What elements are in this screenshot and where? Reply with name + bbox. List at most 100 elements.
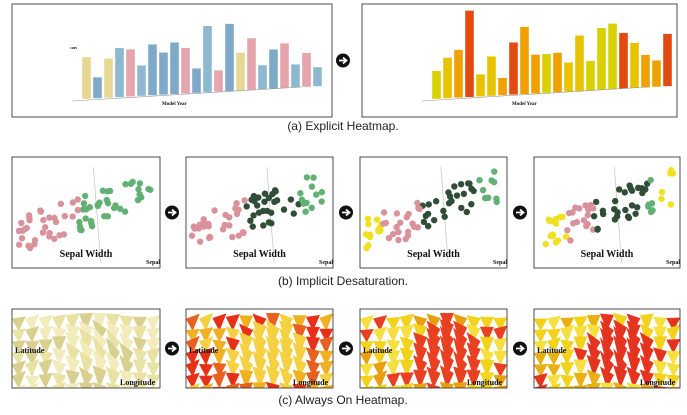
terrain-illustration xyxy=(454,383,467,400)
point-illustration xyxy=(281,206,287,212)
caption: (a) Explicit Heatmap. xyxy=(287,119,398,133)
point-illustration xyxy=(394,210,400,216)
point-illustration xyxy=(659,189,665,195)
point-illustration xyxy=(458,181,464,187)
point-illustration xyxy=(137,180,143,186)
terrain-illustration xyxy=(79,383,92,400)
terrain-illustration xyxy=(213,387,226,399)
point-illustration xyxy=(363,245,369,251)
bar-illustration xyxy=(597,28,606,90)
bar-illustration xyxy=(542,54,551,93)
point-illustration xyxy=(405,232,411,238)
point-illustration xyxy=(365,216,371,222)
terrain-illustration xyxy=(160,376,173,388)
point-illustration xyxy=(313,191,319,197)
point-illustration xyxy=(431,217,437,223)
point-illustration xyxy=(564,227,570,233)
axis-label: Longitude xyxy=(120,378,156,387)
bar-illustration xyxy=(465,10,474,97)
bar-illustration xyxy=(214,70,223,92)
point-illustration xyxy=(415,205,421,211)
terrain-illustration xyxy=(239,383,252,400)
point-illustration xyxy=(247,217,253,223)
point-illustration xyxy=(207,234,213,240)
panel: carsModel Year xyxy=(12,4,332,117)
point-illustration xyxy=(668,201,674,207)
bar-illustration xyxy=(225,24,234,92)
bar-illustration xyxy=(148,44,157,95)
terrain-illustration xyxy=(507,327,520,342)
point-illustration xyxy=(493,199,499,205)
point-illustration xyxy=(260,222,266,228)
point-illustration xyxy=(25,243,31,249)
point-illustration xyxy=(236,232,242,238)
point-illustration xyxy=(37,207,43,213)
bar-illustration xyxy=(159,52,168,94)
point-illustration xyxy=(647,177,653,183)
terrain-illustration xyxy=(226,383,239,399)
point-illustration xyxy=(426,201,432,207)
axis-label: Model Year xyxy=(512,102,537,107)
point-illustration xyxy=(82,193,88,199)
axis-label: Latitude xyxy=(189,346,219,355)
point-illustration xyxy=(101,213,107,219)
point-illustration xyxy=(69,213,75,219)
point-illustration xyxy=(107,188,113,194)
point-illustration xyxy=(222,222,228,228)
point-illustration xyxy=(211,207,217,213)
point-illustration xyxy=(20,227,26,233)
point-illustration xyxy=(62,213,68,219)
terrain-illustration xyxy=(507,372,520,388)
point-illustration xyxy=(83,206,89,212)
point-illustration xyxy=(241,197,247,203)
point-illustration xyxy=(576,205,582,211)
point-illustration xyxy=(567,237,573,243)
point-illustration xyxy=(612,198,618,204)
bar-illustration xyxy=(553,53,562,93)
point-illustration xyxy=(274,197,280,203)
point-illustration xyxy=(254,202,260,208)
point-illustration xyxy=(622,189,628,195)
point-illustration xyxy=(451,183,457,189)
axis-label: Sepal Width xyxy=(407,249,460,260)
point-illustration xyxy=(288,196,294,202)
point-illustration xyxy=(269,191,275,197)
figure: carsModel Year Model Year (a) Explicit Hea… xyxy=(0,0,687,415)
point-illustration xyxy=(76,219,82,225)
point-illustration xyxy=(433,198,439,204)
point-illustration xyxy=(470,188,476,194)
bar-illustration xyxy=(520,27,529,95)
point-illustration xyxy=(616,186,622,192)
terrain-illustration xyxy=(333,360,346,376)
panel: Sepal Width Sepal xyxy=(12,157,160,268)
point-illustration xyxy=(291,210,297,216)
point-illustration xyxy=(310,174,316,180)
point-illustration xyxy=(309,205,315,211)
point-illustration xyxy=(491,168,497,174)
point-illustration xyxy=(232,205,238,211)
point-illustration xyxy=(386,235,392,241)
bar-illustration xyxy=(432,71,441,99)
terrain-illustration xyxy=(680,318,687,331)
bar-illustration xyxy=(630,43,639,88)
terrain-illustration xyxy=(680,330,687,342)
bar-illustration xyxy=(258,65,267,89)
point-illustration xyxy=(75,196,81,202)
axis-label: Sepal xyxy=(146,260,160,266)
terrain-illustration xyxy=(440,382,453,399)
panel-bg xyxy=(362,4,677,117)
point-illustration xyxy=(56,232,62,238)
bar-illustration xyxy=(93,77,102,98)
point-illustration xyxy=(46,230,52,236)
bar-illustration xyxy=(476,74,485,96)
terrain-illustration xyxy=(627,383,640,400)
bar-illustration xyxy=(170,42,179,94)
terrain-illustration xyxy=(39,387,52,399)
point-illustration xyxy=(585,212,591,218)
panel-content: LatitudeLongitude xyxy=(534,309,687,400)
panel: Model Year xyxy=(362,4,677,117)
axis-label: Sepal Width xyxy=(60,249,113,260)
point-illustration xyxy=(256,209,262,215)
bar-illustration xyxy=(586,61,595,91)
point-illustration xyxy=(75,207,81,213)
